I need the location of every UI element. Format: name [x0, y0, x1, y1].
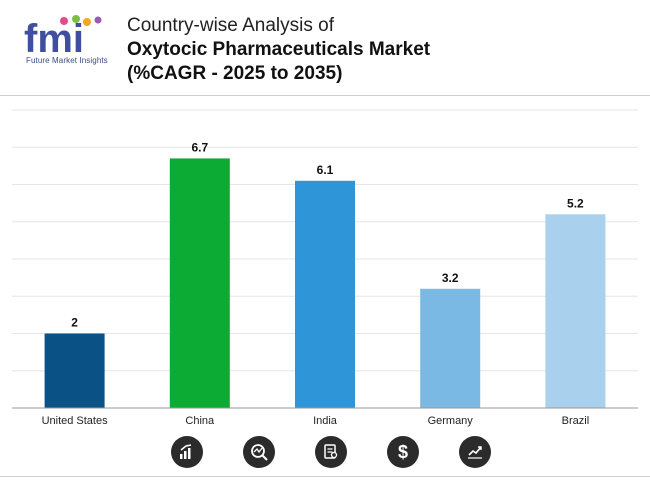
category-label: India: [313, 415, 338, 427]
svg-text:$: $: [398, 442, 408, 462]
bar-brazil: [545, 214, 606, 408]
growth-chart-icon: [171, 436, 203, 468]
document-search-icon: [315, 436, 347, 468]
bar-united-states: [44, 333, 105, 408]
bar-chart: 2 United States 6.7 China 6.1 India 3.2 Germany…: [12, 109, 638, 427]
data-label: 6.1: [317, 163, 334, 177]
title-line-3: (%CAGR - 2025 to 2035): [127, 63, 343, 84]
title-line-1: Country-wise Analysis of: [127, 15, 334, 36]
data-label: 6.7: [191, 140, 208, 154]
fmi-logo: fmi: [24, 15, 102, 61]
title-line-2: Oxytocic Pharmaceuticals Market: [127, 39, 431, 60]
dollar-icon: $: [387, 436, 419, 468]
magnifier-trend-icon: [243, 436, 275, 468]
data-label: 3.2: [442, 271, 459, 285]
bar-india: [295, 180, 355, 408]
data-label: 5.2: [567, 196, 584, 210]
category-label: Germany: [428, 415, 474, 427]
category-label: Brazil: [562, 415, 590, 427]
logo-subtitle: Future Market Insights: [26, 56, 108, 65]
header: fmi Future Market Insights Country-wise …: [0, 0, 650, 96]
bar-germany: [420, 288, 481, 408]
footer-icons: $: [0, 436, 650, 472]
category-label: United States: [42, 415, 109, 427]
footer-divider: [0, 476, 650, 477]
logo-text: fmi: [24, 17, 84, 61]
title-block: Country-wise Analysis of Oxytocic Pharma…: [127, 14, 430, 86]
header-divider: [0, 95, 650, 96]
data-label: 2: [71, 316, 78, 330]
bar-china: [169, 158, 230, 408]
line-chart-icon: [459, 436, 491, 468]
category-label: China: [185, 415, 215, 427]
